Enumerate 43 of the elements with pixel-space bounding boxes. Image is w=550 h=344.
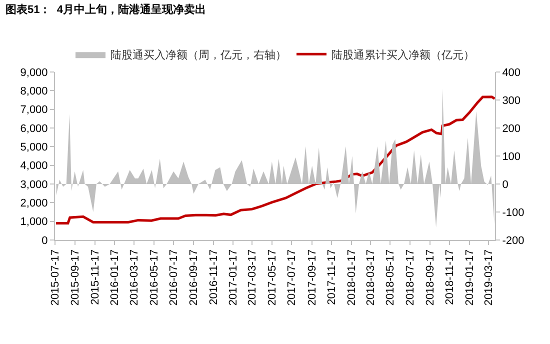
y-tick-label: 5,000: [20, 142, 48, 154]
y-tick-label: 4,000: [20, 160, 48, 172]
x-tick-label: 2015-09-17: [70, 249, 82, 306]
x-tick-label: 2017-03-17: [246, 249, 259, 306]
y2-tick-label: 0: [502, 178, 508, 191]
x-tick-label: 2018-07-17: [404, 249, 416, 306]
y-tick-label: 6,000: [20, 122, 48, 135]
x-tick-label: 2016-11-17: [208, 249, 220, 305]
x-tick-label: 2015-07-17: [50, 249, 62, 306]
y2-tick-label: -200: [502, 234, 524, 247]
x-tick-label: 2017-11-17: [326, 249, 338, 305]
y-tick-label: 2,000: [20, 198, 48, 210]
x-tick-label: 2018-01-17: [346, 249, 358, 306]
x-tick-label: 2016-01-17: [109, 249, 122, 306]
x-tick-label: 2019-01-17: [464, 249, 476, 306]
y-tick-label: 0: [42, 234, 48, 247]
chart-title: 图表51： 4月中上旬，陆港通呈现净卖出: [6, 2, 206, 16]
x-tick-label: 2016-07-17: [168, 249, 180, 306]
x-tick-label: 2017-05-17: [266, 249, 278, 306]
x-tick-label: 2018-11-17: [444, 249, 456, 305]
x-tick-label: 2018-03-17: [364, 249, 377, 306]
x-tick-label: 2016-05-17: [148, 249, 160, 306]
x-tick-label: 2018-09-17: [424, 249, 436, 306]
x-tick-label: 2016-09-17: [188, 249, 200, 306]
x-tick-label: 2018-05-17: [384, 249, 397, 306]
x-tick-label: 2016-03-17: [128, 249, 141, 306]
x-tick-label: 2015-11-17: [89, 249, 102, 305]
y-tick-label: 7,000: [20, 104, 48, 116]
x-tick-label: 2017-09-17: [306, 249, 318, 306]
y-tick-label: 1,000: [20, 216, 48, 228]
x-tick-label: 2017-07-17: [286, 249, 298, 306]
y-tick-label: 9,000: [20, 66, 48, 79]
y2-tick-label: 200: [502, 122, 521, 135]
y2-tick-label: 400: [502, 66, 521, 79]
x-tick-label: 2019-03-17: [483, 249, 496, 306]
x-tick-label: 2017-01-17: [228, 249, 240, 306]
y2-tick-label: 100: [502, 150, 521, 163]
y2-tick-label: 300: [502, 94, 521, 107]
legend-label: 陆股通累计买入净额（亿元）: [332, 48, 474, 62]
y2-tick-label: -100: [502, 206, 524, 219]
y-tick-label: 3,000: [20, 178, 48, 191]
legend-label: 陆股通买入净额（周，亿元，右轴）: [110, 48, 286, 62]
y-tick-label: 8,000: [20, 86, 48, 98]
